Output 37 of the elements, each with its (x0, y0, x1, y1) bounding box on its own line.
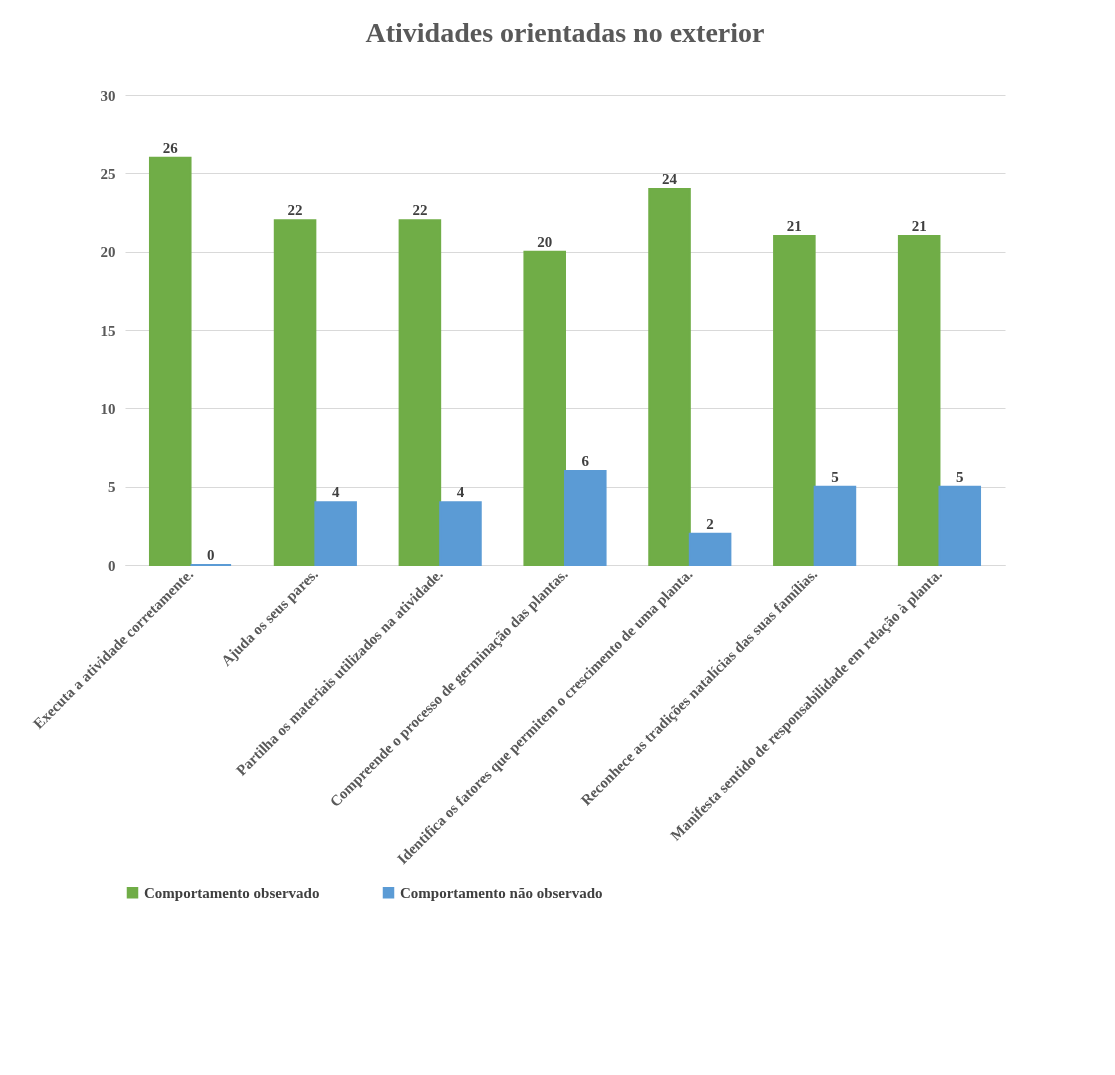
data-label: 4 (331, 484, 340, 501)
bar (148, 156, 192, 566)
data-label: 2 (706, 515, 714, 532)
bar (523, 250, 566, 566)
y-tick-label: 20 (100, 244, 116, 261)
legend-label: Comportamento observado (144, 884, 320, 901)
bar (938, 485, 982, 566)
bar (273, 219, 317, 566)
data-label: 24 (662, 171, 678, 187)
legend-label: Comportamento não observado (400, 884, 603, 901)
bar (813, 485, 857, 566)
bar (439, 501, 482, 566)
bar (564, 470, 607, 566)
data-label: 21 (911, 218, 927, 234)
data-label: 6 (581, 453, 590, 469)
data-label: 22 (412, 202, 428, 219)
y-tick-label: 30 (100, 87, 116, 104)
y-tick-label: 5 (108, 479, 116, 496)
bar (314, 501, 357, 566)
bar (897, 235, 941, 566)
data-label: 26 (162, 139, 179, 156)
bar (688, 532, 732, 566)
bar (398, 219, 442, 566)
y-tick-label: 10 (100, 400, 116, 417)
bar (648, 188, 691, 566)
y-tick-label: 15 (100, 322, 116, 339)
data-label: 5 (831, 468, 839, 485)
data-label: 22 (287, 202, 303, 219)
data-label: 21 (786, 218, 802, 234)
bar (773, 235, 816, 566)
data-label: 0 (207, 547, 215, 563)
data-label: 20 (537, 233, 553, 250)
chart-title: Atividades orientadas no exterior (365, 17, 765, 48)
data-label: 5 (956, 468, 964, 485)
y-tick-label: 25 (100, 165, 116, 182)
data-label: 4 (456, 484, 465, 501)
y-tick-label: 0 (108, 557, 116, 574)
